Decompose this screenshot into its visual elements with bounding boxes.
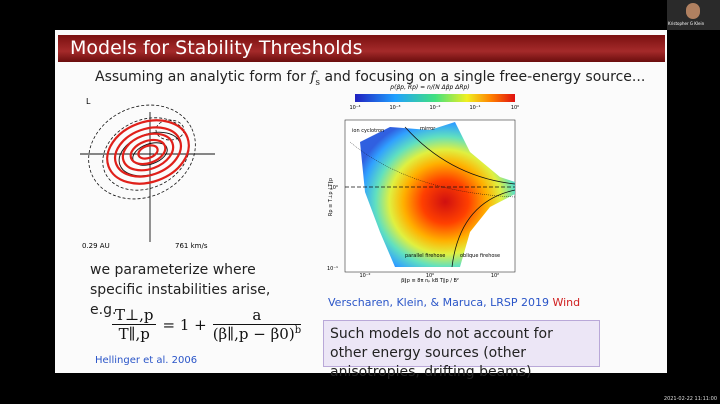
annotation: parallel firehose [405, 253, 445, 259]
base: (β∥,p − β0) [212, 325, 295, 343]
annotation: oblique firehose [460, 253, 500, 259]
numerator: T⊥,p [112, 306, 157, 325]
annotation: mirror [420, 126, 436, 132]
vdf-figure: L 0.29 AU 761 km/s [80, 97, 215, 250]
x-tick-label: 10² [491, 273, 499, 279]
annotation: ion cyclotron [352, 128, 384, 134]
note-box: Such models do not account for other ene… [323, 320, 600, 380]
equation-text: = 1 + [162, 315, 207, 334]
figure-label: L [86, 97, 91, 106]
parameterize-text: we parameterize where specific instabili… [90, 262, 271, 318]
denominator: T∥,p [118, 325, 150, 343]
intro: Assuming an analytic form for fs and foc… [95, 69, 645, 88]
denominator: (β∥,p − β0)b [213, 325, 301, 343]
participant-name: Kristopher G Klein [668, 21, 705, 26]
colorbar-tick-label: 10⁻¹ [469, 105, 480, 111]
figure-label: 0.29 AU [82, 242, 110, 250]
citation: Verscharen, Klein, & Maruca, LRSP 2019 W… [328, 296, 580, 309]
slide-title: Models for Stability Thresholds [58, 35, 665, 62]
colorbar-tick-label: 10⁻² [429, 105, 440, 111]
citation: Hellinger et al. 2006 [95, 355, 198, 366]
colorbar-label: p(βp, Rp) = n/(N Δβp ΔRp) [389, 84, 469, 91]
x-tick-label: 10⁰ [426, 273, 434, 279]
fraction: T⊥,p T∥,p [112, 306, 157, 343]
video-tile[interactable]: Kristopher G Klein [667, 0, 720, 30]
citation-data: Wind [552, 296, 581, 309]
intro-text: Assuming an analytic form for [95, 69, 306, 85]
colorbar-tick-label: 10⁰ [511, 105, 519, 111]
numerator: a [212, 306, 302, 325]
colorbar-tick-label: 10⁻³ [389, 105, 400, 111]
fraction: a (β∥,p − β0)b [212, 306, 302, 343]
y-tick-label: 10⁻¹ [327, 266, 338, 272]
exponent: b [294, 325, 302, 336]
colorbar-tick-label: 10⁻⁴ [349, 105, 360, 111]
figure-label: 761 km/s [175, 242, 208, 250]
axis-label: Rp ≡ T⊥p / T∥p [328, 178, 334, 216]
heatmap-figure: p(βp, Rp) = n/(N Δβp ΔRp) 10⁻⁴ 10⁻³ 10⁻² 10… [327, 84, 519, 284]
math-sub: s [315, 77, 321, 88]
citation-text: Verscharen, Klein, & Maruca, LRSP 2019 [328, 296, 549, 309]
axis-label: β∥p ≡ 8π nₚ kB T∥p / B² [401, 278, 459, 284]
math: f [310, 69, 316, 85]
intro-text: and focusing on a single free-energy sou… [324, 69, 646, 85]
participant [686, 3, 700, 19]
y-tick-label: 10⁰ [330, 185, 338, 191]
equation: T⊥,p T∥,p = 1 + a (β∥,p − β0)b [112, 306, 302, 343]
timestamp: 2021-02-22 11:11:00 [663, 396, 717, 402]
x-tick-label: 10⁻² [359, 273, 370, 279]
